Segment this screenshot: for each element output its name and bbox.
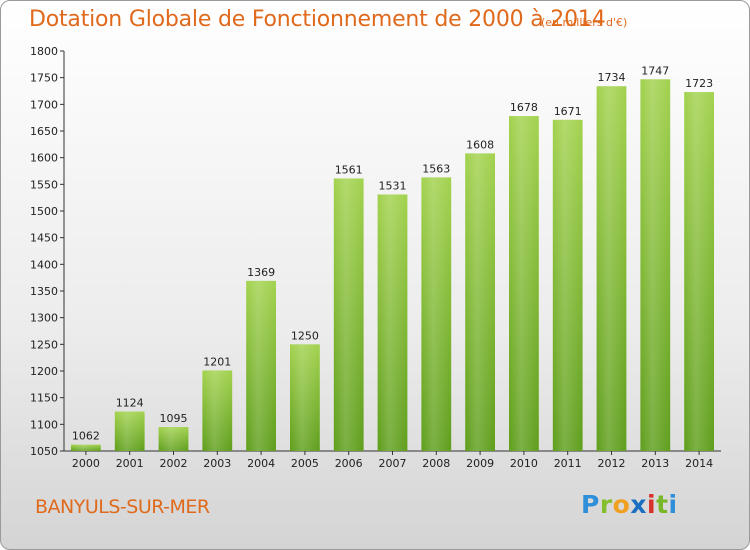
x-tick-label: 2014 xyxy=(685,457,713,470)
bar-value-label: 1201 xyxy=(203,355,231,368)
town-name: BANYULS-SUR-MER xyxy=(35,496,210,518)
bar-value-label: 1671 xyxy=(554,105,582,118)
y-tick-label: 1150 xyxy=(30,392,58,405)
bar-highlight xyxy=(158,427,189,451)
bar-value-label: 1734 xyxy=(598,71,626,84)
y-tick-label: 1500 xyxy=(30,205,58,218)
x-tick-label: 2004 xyxy=(247,457,275,470)
y-tick-label: 1350 xyxy=(30,285,58,298)
x-tick-label: 2002 xyxy=(160,457,188,470)
bar-highlight xyxy=(509,116,539,452)
bar-value-label: 1124 xyxy=(116,397,144,410)
chart-title: Dotation Globale de Fonctionnement de 20… xyxy=(29,7,606,32)
x-tick-label: 2003 xyxy=(203,457,231,470)
y-tick-label: 1250 xyxy=(30,338,58,351)
bar-highlight xyxy=(421,177,452,451)
y-tick-label: 1600 xyxy=(30,152,58,165)
bar-value-label: 1563 xyxy=(422,162,450,175)
bar-highlight xyxy=(377,194,408,451)
x-tick-label: 2012 xyxy=(598,457,626,470)
x-tick-label: 2009 xyxy=(466,457,494,470)
x-tick-label: 2000 xyxy=(72,457,100,470)
x-tick-label: 2007 xyxy=(379,457,407,470)
x-tick-label: 2006 xyxy=(335,457,363,470)
logo-letter: o xyxy=(612,490,631,519)
y-tick-label: 1050 xyxy=(30,445,58,458)
bar-highlight xyxy=(552,119,583,452)
bar-highlight xyxy=(71,444,101,451)
bar-highlight xyxy=(465,153,495,451)
bar-value-label: 1095 xyxy=(160,412,188,425)
bar-value-label: 1678 xyxy=(510,101,538,114)
bar-highlight xyxy=(114,411,145,451)
x-tick-label: 2011 xyxy=(554,457,582,470)
y-tick-label: 1450 xyxy=(30,232,58,245)
bar-value-label: 1723 xyxy=(685,77,713,90)
x-tick-label: 2005 xyxy=(291,457,319,470)
y-tick-label: 1300 xyxy=(30,312,58,325)
logo-letter: r xyxy=(599,490,613,519)
logo-letter: x xyxy=(630,490,647,519)
logo-letter: P xyxy=(581,490,600,519)
bar-highlight xyxy=(333,178,364,451)
bar-highlight xyxy=(246,280,276,451)
bar-highlight xyxy=(640,79,671,452)
x-tick-label: 2001 xyxy=(116,457,144,470)
x-tick-label: 2013 xyxy=(641,457,669,470)
chart-subtitle: (en milliers d'€) xyxy=(541,16,628,29)
bar-highlight xyxy=(202,370,233,451)
logo-letter: t xyxy=(656,490,669,519)
logo-letter: i xyxy=(668,490,678,519)
bar-highlight xyxy=(596,86,627,451)
bar-value-label: 1250 xyxy=(291,329,319,342)
y-tick-label: 1550 xyxy=(30,178,58,191)
bar-value-label: 1062 xyxy=(72,430,100,443)
x-tick-label: 2010 xyxy=(510,457,538,470)
y-tick-label: 1800 xyxy=(30,45,58,58)
bar-value-label: 1608 xyxy=(466,138,494,151)
y-tick-label: 1750 xyxy=(30,72,58,85)
y-tick-label: 1400 xyxy=(30,258,58,271)
y-tick-label: 1650 xyxy=(30,125,58,138)
bar-value-label: 1747 xyxy=(641,64,669,77)
y-tick-label: 1700 xyxy=(30,98,58,111)
y-tick-label: 1200 xyxy=(30,365,58,378)
x-tick-label: 2008 xyxy=(422,457,450,470)
logo-letter: i xyxy=(647,490,657,519)
bar-value-label: 1531 xyxy=(379,179,407,192)
bar-value-label: 1369 xyxy=(247,266,275,279)
y-tick-label: 1100 xyxy=(30,418,58,431)
proxiti-logo: Proxiti xyxy=(581,490,678,519)
bar-highlight xyxy=(290,344,320,451)
bar-value-label: 1561 xyxy=(335,163,363,176)
bar-highlight xyxy=(684,92,714,452)
